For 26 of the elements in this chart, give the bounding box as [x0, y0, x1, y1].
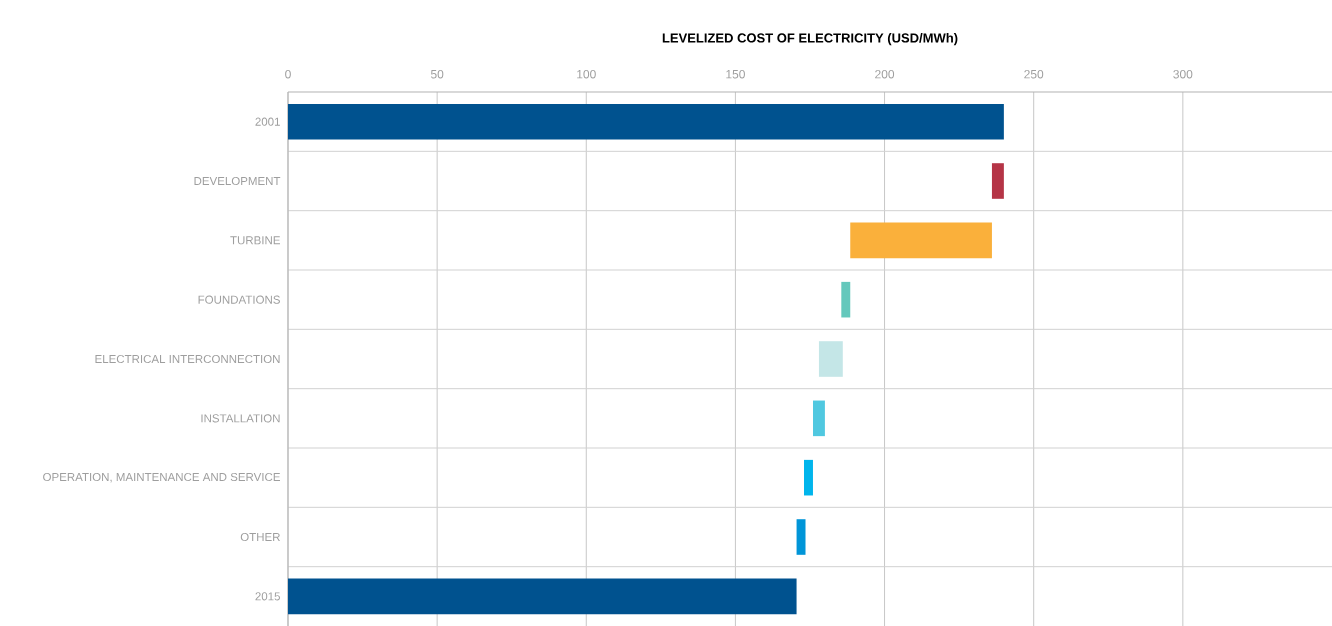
y-tick-label: 2001	[255, 117, 280, 126]
y-tick-label: OTHER	[240, 532, 280, 542]
x-tick-label: 150	[726, 70, 745, 79]
x-tick-label: 300	[1173, 70, 1193, 79]
bar	[818, 341, 843, 377]
bar	[991, 163, 1004, 199]
y-tick-label: 2015	[255, 592, 280, 601]
bar	[804, 459, 813, 496]
y-tick-label: TURBINE	[230, 236, 280, 245]
y-tick-label: DEVELOPMENT	[194, 176, 281, 186]
y-tick-label: OPERATION, MAINTENANCE AND SERVICE	[43, 472, 280, 483]
x-tick-label: 200	[875, 70, 895, 79]
x-tick-label: 0	[285, 70, 291, 79]
x-tick-label: 250	[1024, 70, 1044, 79]
y-tick-label: INSTALLATION	[201, 414, 280, 423]
x-tick-label: 50	[430, 70, 444, 79]
x-axis-title: LEVELIZED COST OF ELECTRICITY (USD/MWh)	[662, 33, 958, 46]
bar	[796, 519, 806, 555]
bar	[841, 281, 851, 318]
y-tick-label: ELECTRICAL INTERCONNECTION	[95, 354, 280, 364]
y-tick-label: FOUNDATIONS	[198, 295, 280, 304]
bar	[850, 222, 992, 259]
bar	[288, 103, 1004, 140]
bar	[812, 400, 825, 437]
bar	[288, 578, 797, 615]
x-tick-label: 100	[577, 70, 596, 79]
